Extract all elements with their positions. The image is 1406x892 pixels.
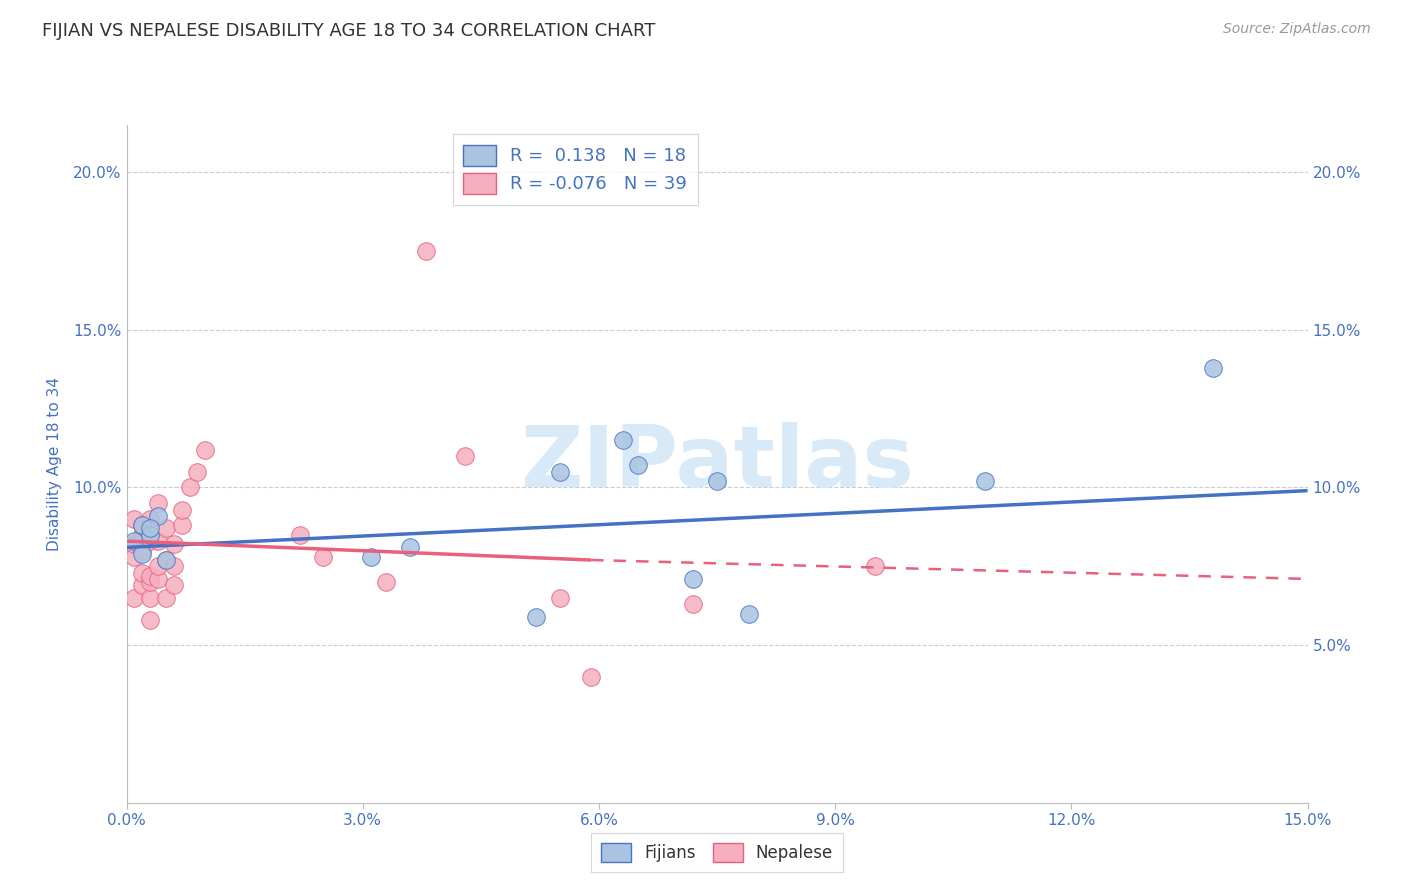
Text: FIJIAN VS NEPALESE DISABILITY AGE 18 TO 34 CORRELATION CHART: FIJIAN VS NEPALESE DISABILITY AGE 18 TO …	[42, 22, 655, 40]
Point	[1202, 360, 1225, 375]
Point	[124, 549, 146, 564]
Point	[139, 528, 162, 542]
Point	[131, 518, 153, 533]
Point	[170, 518, 193, 533]
Point	[124, 512, 146, 526]
Point	[682, 572, 704, 586]
Text: ZIPatlas: ZIPatlas	[520, 422, 914, 506]
Point	[612, 433, 634, 447]
Point	[131, 528, 153, 542]
Point	[737, 607, 759, 621]
Point	[146, 559, 169, 574]
Point	[288, 528, 311, 542]
Point	[179, 481, 201, 495]
Point	[139, 534, 162, 549]
Point	[312, 549, 335, 564]
Text: Source: ZipAtlas.com: Source: ZipAtlas.com	[1223, 22, 1371, 37]
Point	[706, 474, 728, 488]
Point	[155, 521, 177, 535]
Point	[682, 597, 704, 611]
Point	[139, 591, 162, 605]
Point	[155, 591, 177, 605]
Point	[415, 244, 437, 258]
Point	[163, 578, 186, 592]
Point	[863, 559, 886, 574]
Legend: Fijians, Nepalese: Fijians, Nepalese	[591, 833, 844, 872]
Point	[194, 442, 217, 457]
Point	[163, 559, 186, 574]
Point	[155, 553, 177, 567]
Point	[973, 474, 995, 488]
Point	[139, 613, 162, 627]
Point	[146, 534, 169, 549]
Point	[131, 547, 153, 561]
Point	[146, 496, 169, 510]
Point	[163, 537, 186, 551]
Point	[548, 465, 571, 479]
Point	[131, 543, 153, 558]
Point	[139, 521, 162, 535]
Point	[146, 572, 169, 586]
Point	[579, 670, 602, 684]
Point	[524, 609, 547, 624]
Point	[131, 566, 153, 580]
Point	[360, 549, 382, 564]
Point	[454, 449, 477, 463]
Point	[139, 512, 162, 526]
Point	[124, 534, 146, 549]
Point	[548, 591, 571, 605]
Point	[375, 575, 398, 590]
Point	[131, 518, 153, 533]
Point	[139, 575, 162, 590]
Point	[399, 541, 422, 555]
Point	[131, 578, 153, 592]
Point	[124, 591, 146, 605]
Point	[139, 568, 162, 582]
Point	[186, 465, 208, 479]
Point	[155, 553, 177, 567]
Point	[170, 502, 193, 516]
Point	[627, 458, 650, 473]
Point	[146, 508, 169, 523]
Point	[124, 537, 146, 551]
Y-axis label: Disability Age 18 to 34: Disability Age 18 to 34	[48, 376, 62, 551]
